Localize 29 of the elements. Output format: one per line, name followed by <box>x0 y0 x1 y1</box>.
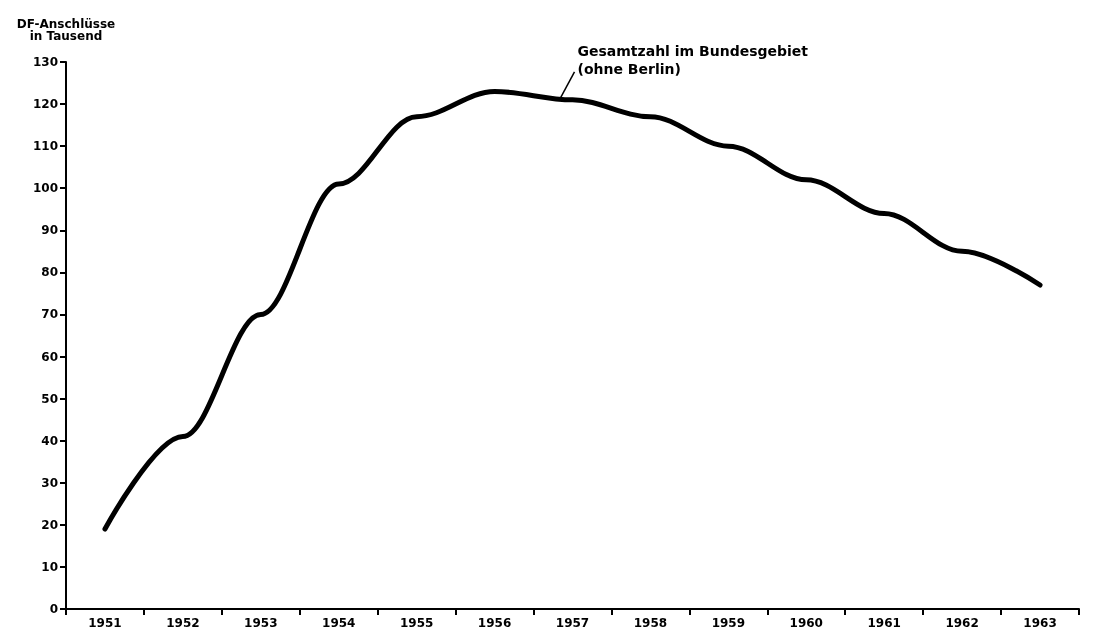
x-tick-label: 1958 <box>633 616 668 630</box>
x-tick-label: 1954 <box>322 616 356 630</box>
y-tick-label: 10 <box>41 559 58 574</box>
x-tick-label: 1952 <box>166 616 200 630</box>
y-axis-title: DF-Anschlüsse in Tausend <box>16 17 116 43</box>
y-tick-label: 80 <box>41 265 58 280</box>
x-tick-label: 1955 <box>399 616 434 630</box>
x-tick-label: 1959 <box>711 616 746 630</box>
x-tick-label: 1960 <box>789 616 823 630</box>
y-tick-label: 40 <box>41 433 58 448</box>
y-tick-label: 70 <box>41 307 58 322</box>
y-tick-label: 110 <box>32 139 58 154</box>
y-tick-label: 60 <box>41 349 58 364</box>
y-tick-label: 20 <box>41 517 58 532</box>
y-tick-label: 100 <box>32 181 58 196</box>
y-tick-label: 130 <box>32 55 58 69</box>
x-tick-label: 1962 <box>945 616 979 630</box>
y-tick-label: 50 <box>41 391 58 406</box>
y-tick-label: 30 <box>41 475 58 490</box>
y-tick-label: 0 <box>49 602 58 616</box>
annotation: Gesamtzahl im Bundesgebiet (ohne Berlin) <box>577 42 809 77</box>
x-tick-label: 1957 <box>555 616 590 630</box>
x-tick-label: 1963 <box>1023 616 1057 630</box>
x-tick-label: 1951 <box>88 616 122 630</box>
x-tick-label: 1961 <box>867 616 901 630</box>
x-tick-label: 1956 <box>477 616 512 630</box>
y-tick-label: 120 <box>32 97 58 112</box>
x-tick-label: 1953 <box>244 616 278 630</box>
y-tick-label: 90 <box>41 223 58 238</box>
